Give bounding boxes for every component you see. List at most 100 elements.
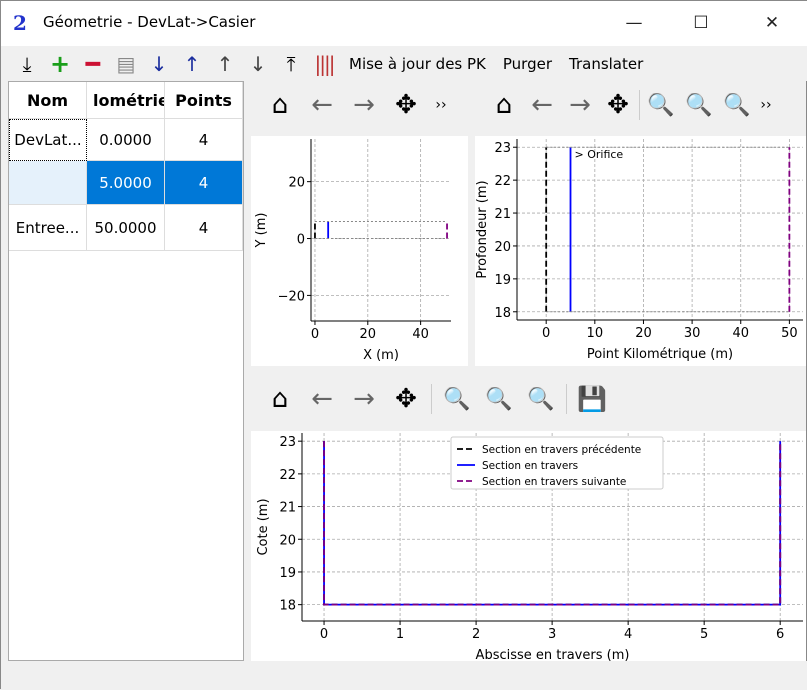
profile-nav-toolbar: ⌂ ← → ✥ 🔍 🔍 🔍 ››: [487, 85, 807, 125]
cell-km[interactable]: 5.0000: [87, 161, 165, 205]
maximize-button[interactable]: ☐: [693, 13, 709, 33]
main-toolbar: ⤓ + ━ ▤ ↓ ↑ ↑ ↓ ⤒ |||| Mise à jour des P…: [1, 46, 807, 81]
y-tick-label: 0: [297, 233, 305, 248]
sort-descending-icon[interactable]: ↑: [183, 51, 201, 76]
remove-icon[interactable]: ━: [85, 49, 101, 78]
y-tick-label: 20: [279, 533, 296, 548]
plan-view-chart[interactable]: 0 20 40 −20 0 20 X (m) Y (m): [251, 136, 468, 366]
update-pk-button[interactable]: Mise à jour des PK: [349, 54, 486, 73]
y-axis-label: Cote (m): [256, 498, 271, 555]
add-icon[interactable]: +: [49, 49, 71, 78]
status-bar: [1, 661, 807, 690]
y-tick-label: 20: [494, 240, 511, 255]
legend-box: [450, 436, 664, 490]
back-icon[interactable]: ←: [311, 384, 333, 414]
x-tick-label: 3: [548, 627, 556, 642]
app-logo-icon: 2: [13, 11, 27, 35]
cell-name[interactable]: DevLat...: [9, 119, 87, 161]
home-icon[interactable]: ⌂: [271, 90, 289, 120]
more-icon[interactable]: ››: [435, 97, 447, 113]
y-tick-label: 21: [494, 207, 511, 222]
home-icon[interactable]: ⌂: [271, 384, 289, 414]
y-tick-label: 22: [494, 174, 511, 189]
x-tick-label: 1: [396, 627, 404, 642]
translate-button[interactable]: Translater: [569, 54, 644, 73]
purge-button[interactable]: Purger: [502, 54, 552, 73]
section-nav-toolbar: ⌂ ← → ✥ 🔍 🔍 🔍 💾: [263, 377, 803, 421]
profile-chart[interactable]: 0 10 20 30 40 50 18 19 20 21 22 23 Point Kilométriqu…: [475, 136, 806, 366]
table-row[interactable]: 5.0000 4: [9, 161, 243, 205]
zoom-fit-icon[interactable]: 🔍: [527, 386, 555, 412]
x-tick-label: 50: [781, 326, 798, 341]
y-tick-label: 18: [494, 306, 511, 321]
back-icon[interactable]: ←: [531, 90, 553, 120]
column-header-name[interactable]: Nom: [9, 82, 87, 119]
forward-icon[interactable]: →: [569, 90, 591, 120]
forward-icon[interactable]: →: [353, 90, 375, 120]
sort-ascending-icon[interactable]: ↓: [150, 51, 168, 76]
cell-name[interactable]: Entree...: [9, 205, 87, 251]
more-icon[interactable]: ››: [760, 97, 772, 113]
zoom-reset-icon[interactable]: 🔍: [685, 92, 713, 118]
x-tick-label: 0: [311, 327, 319, 342]
separator: [566, 384, 567, 414]
separator: [431, 384, 432, 414]
legend-entry: Section en travers: [482, 460, 578, 472]
export-icon[interactable]: ⤒: [286, 51, 296, 76]
x-tick-label: 30: [684, 326, 701, 341]
x-tick-label: 4: [624, 627, 632, 642]
y-tick-label: 19: [494, 273, 511, 288]
x-axis-label: X (m): [363, 348, 399, 363]
pan-icon[interactable]: ✥: [395, 384, 417, 414]
import-icon[interactable]: ⤓: [22, 51, 32, 76]
x-tick-label: 40: [412, 327, 429, 342]
zoom-reset-icon[interactable]: 🔍: [485, 386, 513, 412]
move-up-icon[interactable]: ↑: [216, 51, 234, 76]
table-row[interactable]: DevLat... 0.0000 4: [9, 119, 243, 161]
legend-entry: Section en travers précédente: [482, 444, 641, 456]
y-tick-label: 23: [494, 141, 511, 156]
cell-points[interactable]: 4: [165, 161, 243, 205]
zoom-fit-icon[interactable]: 🔍: [723, 92, 751, 118]
edit-icon[interactable]: ▤: [116, 51, 136, 76]
table-row[interactable]: Entree... 50.0000 4: [9, 205, 243, 251]
zoom-icon[interactable]: 🔍: [443, 386, 471, 412]
y-tick-label: 19: [279, 566, 296, 581]
y-tick-label: 21: [279, 501, 296, 516]
pan-icon[interactable]: ✥: [395, 90, 417, 120]
y-tick-label: 23: [279, 435, 296, 450]
cell-km[interactable]: 50.0000: [87, 205, 165, 251]
separator: [639, 90, 640, 120]
series-line: [323, 441, 782, 606]
y-axis-label: Profondeur (m): [475, 180, 490, 278]
y-tick-label: 18: [279, 599, 296, 614]
x-tick-label: 20: [635, 326, 652, 341]
back-icon[interactable]: ←: [311, 90, 333, 120]
y-tick-label: 20: [288, 176, 305, 191]
y-tick-label: −20: [278, 289, 305, 304]
sections-table: Nom lométrie Points DevLat... 0.0000 4 5…: [8, 81, 244, 661]
column-header-km[interactable]: lométrie: [87, 82, 165, 119]
forward-icon[interactable]: →: [353, 384, 375, 414]
x-tick-label: 40: [732, 326, 749, 341]
zoom-icon[interactable]: 🔍: [647, 92, 675, 118]
close-button[interactable]: ✕: [764, 13, 780, 33]
move-down-icon[interactable]: ↓: [249, 51, 267, 76]
cell-points[interactable]: 4: [165, 205, 243, 251]
generate-icon[interactable]: ||||: [314, 51, 336, 76]
annotation: > Orifice: [575, 148, 624, 161]
cell-points[interactable]: 4: [165, 119, 243, 161]
y-axis-label: Y (m): [254, 213, 269, 249]
minimize-button[interactable]: —: [625, 13, 643, 33]
column-header-points[interactable]: Points: [165, 82, 243, 119]
x-tick-label: 0: [542, 326, 550, 341]
pan-icon[interactable]: ✥: [607, 90, 629, 120]
x-tick-label: 10: [587, 326, 604, 341]
cell-name[interactable]: [9, 161, 87, 205]
save-icon[interactable]: 💾: [577, 385, 607, 413]
x-axis-label: Point Kilométrique (m): [587, 347, 733, 362]
cell-km[interactable]: 0.0000: [87, 119, 165, 161]
home-icon[interactable]: ⌂: [495, 90, 513, 120]
x-tick-label: 6: [776, 627, 784, 642]
